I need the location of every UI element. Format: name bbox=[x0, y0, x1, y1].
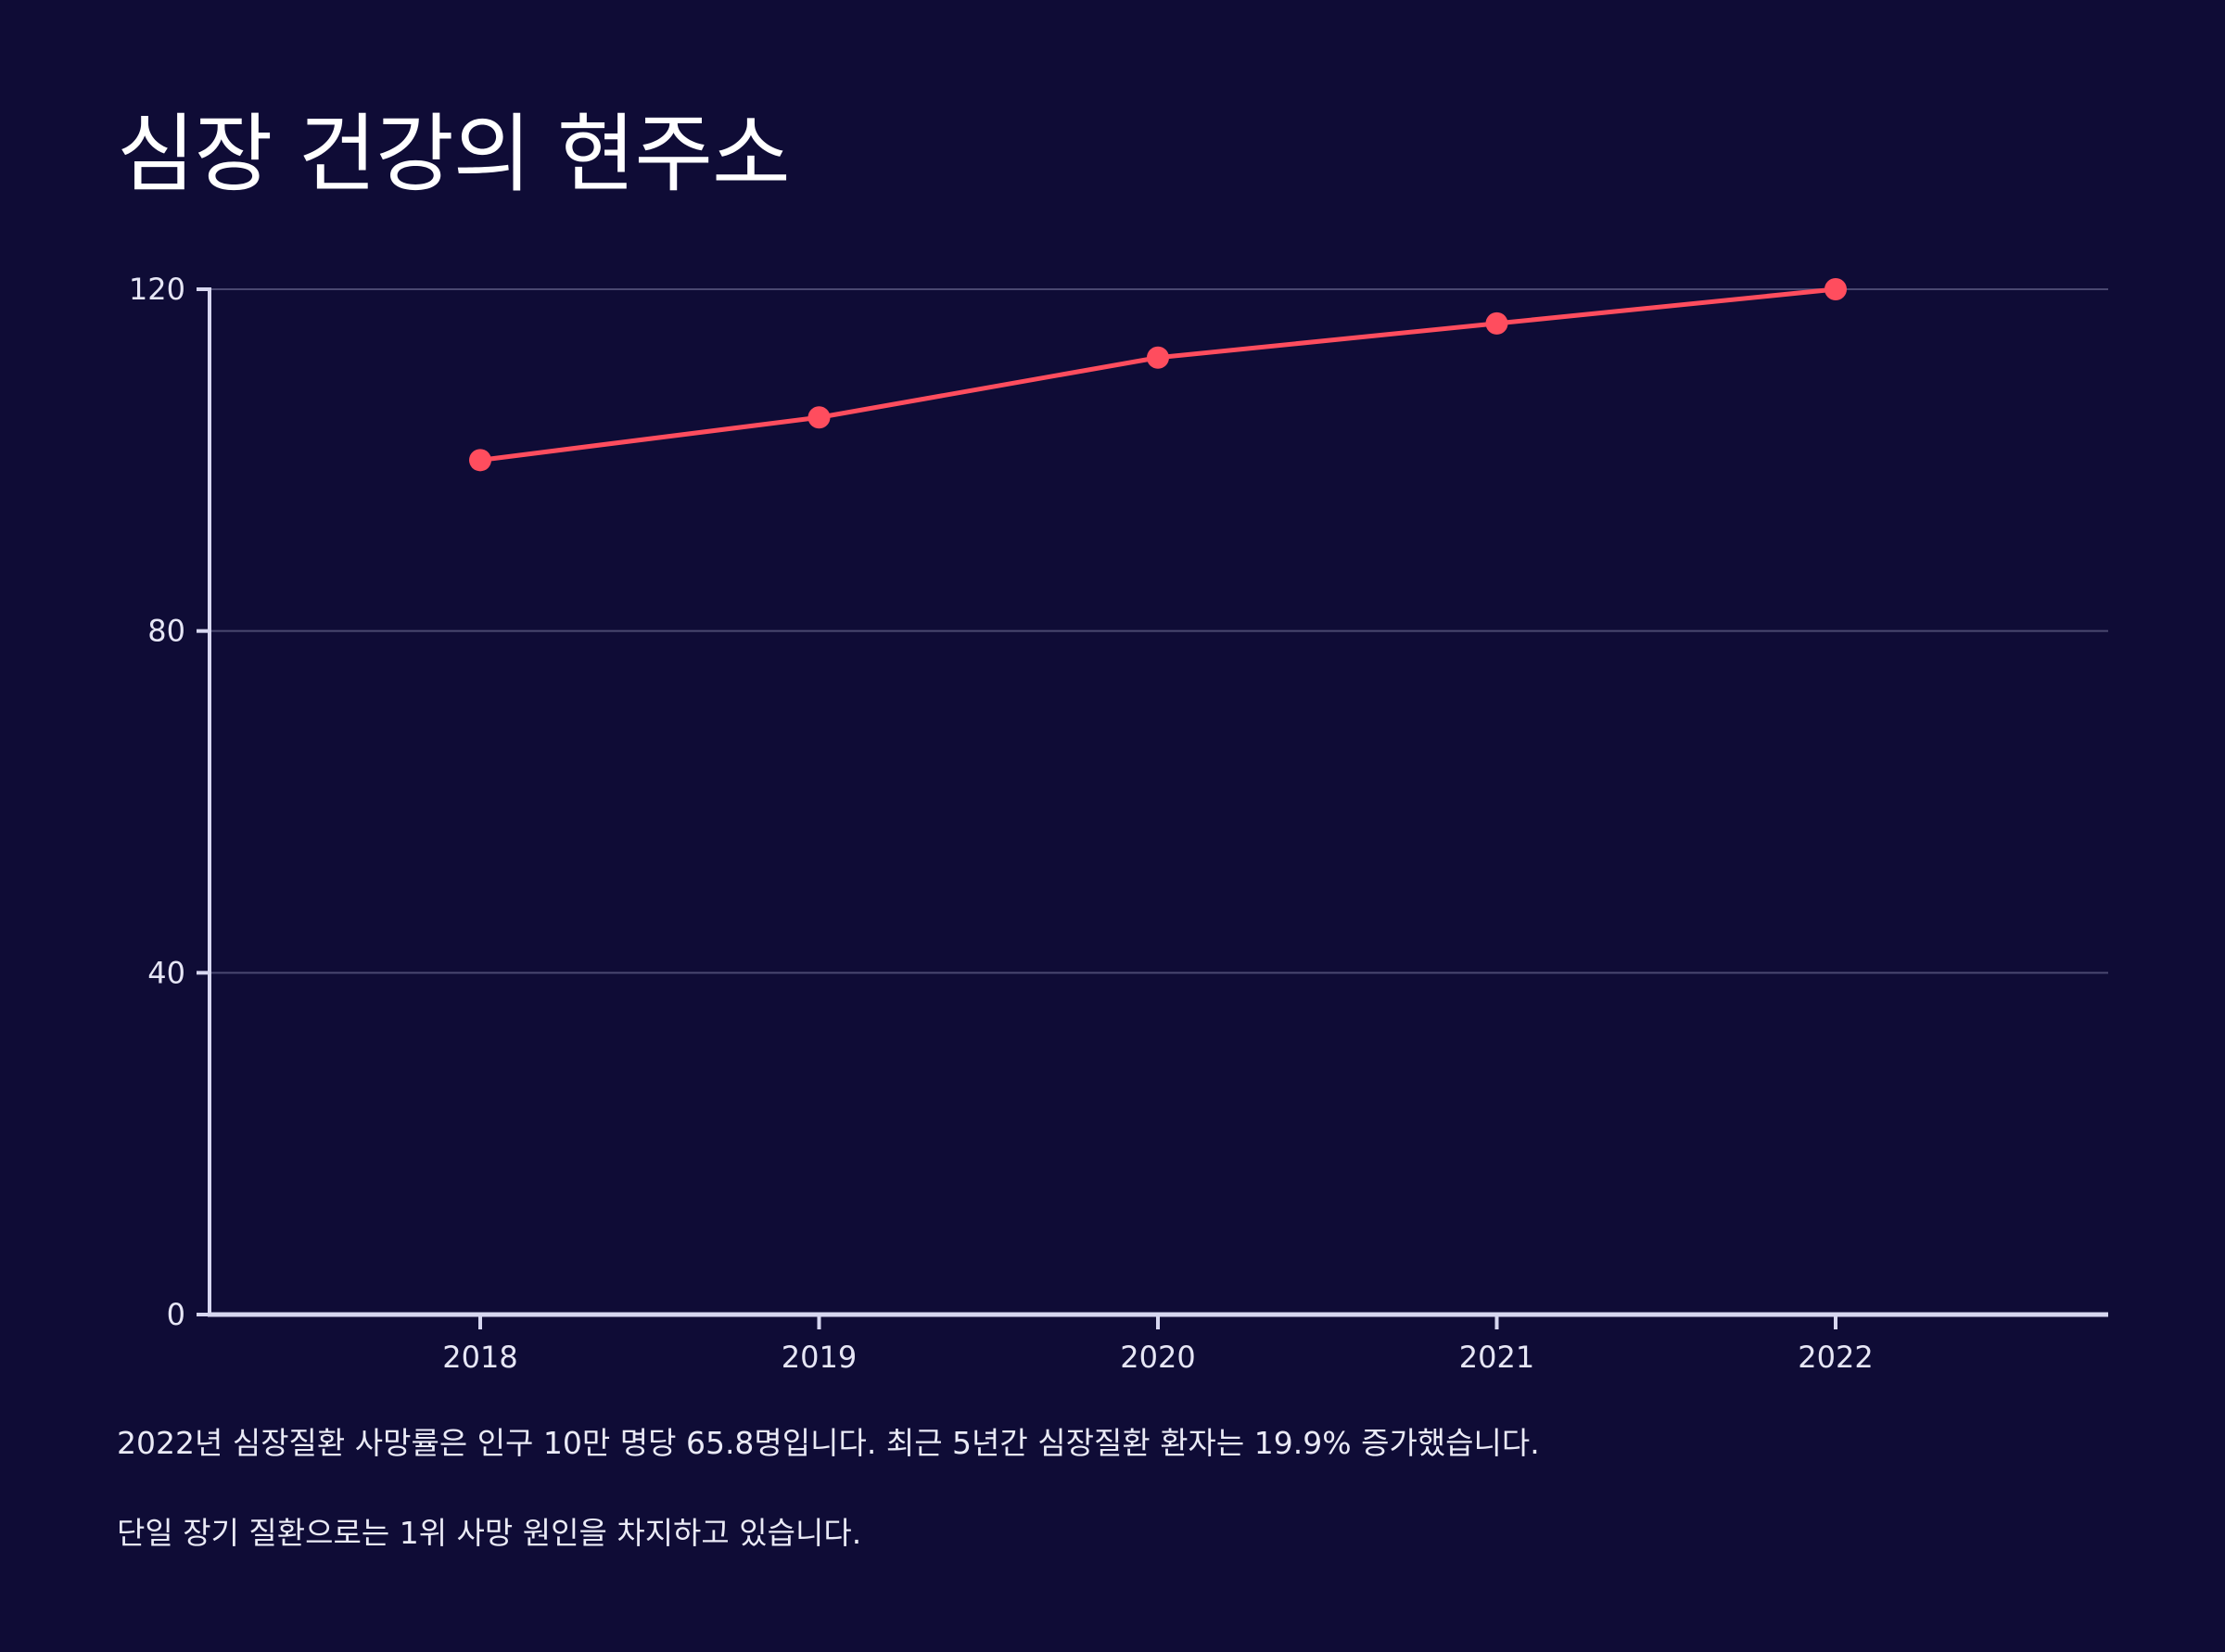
data-point-2021 bbox=[1485, 311, 1508, 335]
data-point-2022 bbox=[1824, 278, 1847, 300]
y-tick-label: 0 bbox=[167, 1297, 185, 1332]
x-tick-label: 2019 bbox=[782, 1340, 857, 1375]
page-title: 심장 건강의 현주소 bbox=[117, 105, 791, 204]
data-point-2018 bbox=[469, 449, 491, 472]
caption-line-2: 단일 장기 질환으로는 1위 사망 원인을 차지하고 있습니다. bbox=[117, 1515, 862, 1551]
x-tick-label: 2021 bbox=[1459, 1340, 1534, 1375]
caption-line-1: 2022년 심장질환 사망률은 인구 10만 명당 65.8명입니다. 최근 5… bbox=[117, 1425, 1540, 1461]
y-tick-label: 120 bbox=[129, 272, 185, 307]
data-point-2019 bbox=[807, 406, 831, 429]
x-tick-label: 2018 bbox=[442, 1340, 517, 1375]
y-tick-label: 40 bbox=[147, 955, 185, 990]
x-tick-label: 2020 bbox=[1120, 1340, 1195, 1375]
x-tick-label: 2022 bbox=[1798, 1340, 1873, 1375]
series-line bbox=[477, 286, 1838, 463]
y-tick-label: 80 bbox=[147, 614, 185, 649]
data-point-2020 bbox=[1147, 346, 1169, 369]
